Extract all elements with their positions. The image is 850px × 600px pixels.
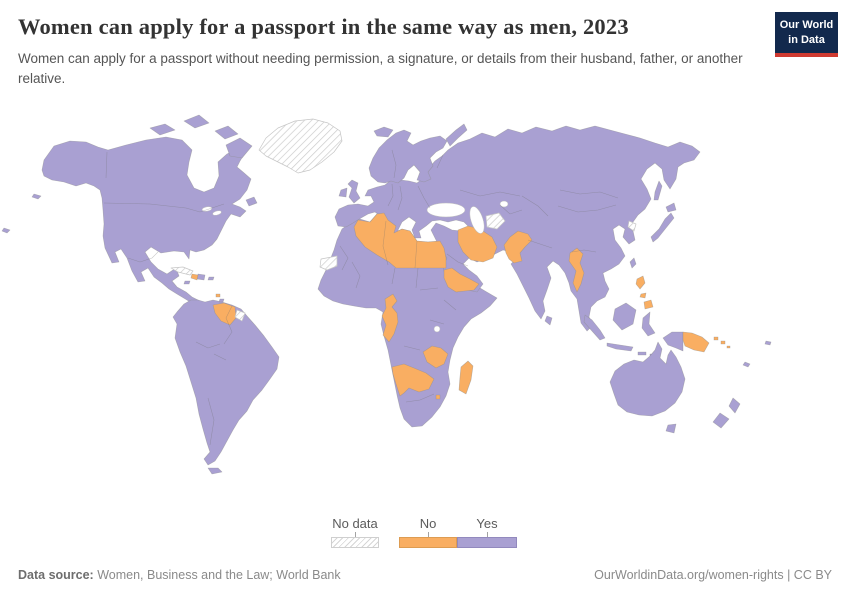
map-region-yemen[interactable] xyxy=(443,267,480,293)
map-region-zambia-malawi[interactable] xyxy=(422,345,449,369)
map-region-cameroon-gabon-congo[interactable] xyxy=(381,293,399,343)
map-region-tierra-del-fuego[interactable] xyxy=(207,467,223,475)
great-lakes-west xyxy=(201,206,213,212)
map-region-iceland[interactable] xyxy=(373,126,394,138)
caspian-sea xyxy=(469,206,485,234)
owid-logo-line2: in Data xyxy=(788,33,825,46)
map-region-eswatini[interactable] xyxy=(435,394,441,400)
map-region-solomon-islands[interactable] xyxy=(713,336,731,349)
map-region-japan-hokkaido[interactable] xyxy=(665,202,677,213)
map-region-newfoundland[interactable] xyxy=(245,196,258,207)
data-source-label: Data source: xyxy=(18,568,94,582)
map-region-arctic-island-3[interactable] xyxy=(214,125,239,140)
great-lakes-east xyxy=(212,210,222,216)
map-region-borneo[interactable] xyxy=(612,302,637,331)
legend-item-no-data[interactable]: No data xyxy=(331,516,379,548)
legend-label-no: No xyxy=(419,516,437,531)
map-region-pakistan[interactable] xyxy=(503,230,533,264)
rights-link[interactable]: OurWorldinData.org/women-rights | CC BY xyxy=(594,568,832,582)
map-region-tasmania[interactable] xyxy=(665,423,677,434)
legend-label-no-data: No data xyxy=(332,516,378,531)
map-region-new-zealand-south[interactable] xyxy=(712,412,730,429)
map-region-madagascar[interactable] xyxy=(458,360,474,395)
aral-sea xyxy=(499,200,509,208)
lakes xyxy=(201,200,509,333)
map-region-pacific-island-2[interactable] xyxy=(764,340,772,346)
chart-footer: Data source: Women, Business and the Law… xyxy=(18,568,832,582)
map-region-cuba[interactable] xyxy=(170,266,194,276)
legend-tick xyxy=(486,532,488,537)
map-region-taiwan[interactable] xyxy=(629,257,637,269)
map-region-turkmenistan[interactable] xyxy=(485,212,506,230)
map-region-baffin[interactable] xyxy=(225,137,253,159)
owid-logo-line1: Our World xyxy=(779,19,834,32)
owid-logo[interactable]: Our World in Data xyxy=(775,12,838,57)
map-region-ireland[interactable] xyxy=(338,187,348,198)
map-region-new-guinea-west[interactable] xyxy=(662,331,684,352)
map-region-south-america[interactable] xyxy=(172,299,280,466)
chart-subtitle: Women can apply for a passport without n… xyxy=(18,51,743,87)
map-region-antilles-orange-dot[interactable] xyxy=(215,293,221,298)
map-region-haiti[interactable] xyxy=(190,273,199,281)
map-region-philippines-visayas[interactable] xyxy=(639,292,647,299)
map-region-namibia-botswana[interactable] xyxy=(391,363,435,397)
data-source: Data source: Women, Business and the Law… xyxy=(18,568,341,582)
map-regions-no xyxy=(190,212,731,400)
map-region-guyana-suriname[interactable] xyxy=(212,302,237,326)
black-sea xyxy=(426,202,466,218)
map-region-puerto-rico[interactable] xyxy=(207,276,215,281)
legend-item-yes[interactable]: Yes xyxy=(457,516,517,548)
legend-swatch-yes[interactable] xyxy=(457,537,517,548)
lake-victoria xyxy=(433,325,441,333)
map-region-myanmar[interactable] xyxy=(568,247,585,293)
country-borders xyxy=(103,149,619,446)
map-region-philippines-luzon[interactable] xyxy=(635,275,646,290)
map-region-united-kingdom[interactable] xyxy=(347,179,361,204)
map-legend: No data No Yes xyxy=(331,516,517,548)
legend-item-no[interactable]: No xyxy=(399,516,457,548)
map-region-north-africa-no[interactable] xyxy=(353,212,447,269)
map-region-java[interactable] xyxy=(606,342,634,352)
map-region-japan-honshu[interactable] xyxy=(650,212,675,243)
map-region-sulawesi[interactable] xyxy=(641,311,656,337)
page-title: Women can apply for a passport in the sa… xyxy=(18,14,629,39)
map-region-australia[interactable] xyxy=(609,341,686,417)
legend-swatch-no[interactable] xyxy=(399,537,457,548)
map-region-new-zealand-north[interactable] xyxy=(728,397,741,414)
map-region-arctic-island-2[interactable] xyxy=(183,114,210,129)
map-region-dateline-speck[interactable] xyxy=(1,227,11,234)
map-region-north-america[interactable] xyxy=(41,136,252,307)
map-region-arctic-island-1[interactable] xyxy=(149,123,176,136)
map-region-pacific-island-1[interactable] xyxy=(742,361,751,368)
legend-swatch-no-data[interactable] xyxy=(331,537,379,548)
map-region-north-korea[interactable] xyxy=(627,220,637,232)
legend-tick xyxy=(427,532,429,537)
map-region-papua-new-guinea[interactable] xyxy=(682,331,710,353)
map-region-novaya-zemlya[interactable] xyxy=(445,123,468,147)
map-region-philippines-mindanao[interactable] xyxy=(643,299,654,310)
chart-header: Women can apply for a passport in the sa… xyxy=(18,14,758,90)
map-regions-yes xyxy=(1,114,772,475)
map-region-sakhalin[interactable] xyxy=(653,180,663,201)
data-source-value: Women, Business and the Law; World Bank xyxy=(93,568,341,582)
legend-tick xyxy=(354,532,356,537)
map-regions-no-data xyxy=(170,118,637,322)
map-region-scandinavia[interactable] xyxy=(368,129,448,184)
map-region-french-guiana[interactable] xyxy=(234,309,246,322)
map-region-sumatra[interactable] xyxy=(583,314,606,341)
map-region-aleutians[interactable] xyxy=(31,193,42,200)
map-region-jamaica[interactable] xyxy=(183,280,191,285)
map-region-sri-lanka[interactable] xyxy=(544,315,553,326)
legend-label-yes: Yes xyxy=(476,516,498,531)
map-region-western-sahara[interactable] xyxy=(319,255,338,271)
map-region-greenland[interactable] xyxy=(258,118,343,174)
map-region-trinidad[interactable] xyxy=(218,298,225,303)
